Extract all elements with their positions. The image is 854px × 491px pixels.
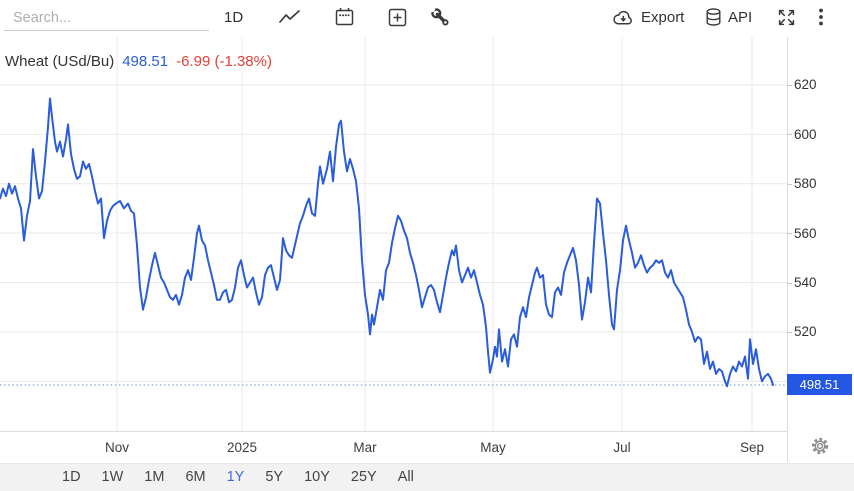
timeframe-1m[interactable]: 1M <box>144 469 165 486</box>
y-axis-tick <box>787 331 792 333</box>
calendar-button[interactable] <box>334 3 355 31</box>
api-label: API <box>728 8 753 26</box>
y-axis-tick <box>787 183 792 185</box>
x-axis-label: Nov <box>104 440 130 455</box>
timeframe-1d[interactable]: 1D <box>62 469 81 486</box>
toolbar: 1D <box>0 0 854 36</box>
y-axis-tick <box>787 84 792 86</box>
database-icon <box>705 7 722 27</box>
export-label: Export <box>641 8 685 26</box>
x-axis-label: 2025 <box>226 440 258 455</box>
gear-icon <box>809 435 831 460</box>
y-axis-tick <box>787 282 792 284</box>
price-change: -6.99 (-1.38%) <box>176 53 272 70</box>
chart-settings-button[interactable] <box>806 434 834 460</box>
fullscreen-button[interactable] <box>776 3 797 31</box>
timeframe-all[interactable]: All <box>397 469 414 486</box>
y-axis-tick <box>787 233 792 235</box>
kebab-dots-icon <box>818 7 824 27</box>
cloud-download-icon <box>612 9 635 26</box>
tools-button[interactable] <box>430 3 450 31</box>
y-axis-label: 600 <box>794 126 817 142</box>
timeframe-1w[interactable]: 1W <box>101 469 124 486</box>
current-price-badge: 498.51 <box>787 374 852 396</box>
timeframe-6m[interactable]: 6M <box>185 469 206 486</box>
add-indicator-button[interactable] <box>387 3 408 31</box>
last-price: 498.51 <box>122 53 169 70</box>
chart-type-button[interactable] <box>279 3 301 31</box>
x-axis-label: Jul <box>613 440 631 455</box>
price-chart[interactable] <box>0 37 787 431</box>
plus-square-icon <box>387 7 408 28</box>
y-axis-label: 520 <box>794 324 817 340</box>
expand-arrows-icon <box>776 7 797 28</box>
x-axis-line <box>0 431 787 432</box>
interval-selector[interactable]: 1D <box>224 3 243 31</box>
interval-label: 1D <box>224 8 244 26</box>
timeframe-25y[interactable]: 25Y <box>350 469 377 486</box>
badge-value: 498.51 <box>799 377 840 393</box>
price-line-series <box>0 97 774 388</box>
search-input[interactable] <box>4 5 209 31</box>
timeframe-5y[interactable]: 5Y <box>265 469 284 486</box>
x-axis-label: May <box>480 440 506 455</box>
y-axis-tick <box>787 134 792 136</box>
more-menu-button[interactable] <box>818 3 824 31</box>
line-chart-icon <box>279 8 301 26</box>
search-box <box>4 5 209 31</box>
plot-svg <box>0 37 787 431</box>
calendar-icon <box>334 7 355 27</box>
y-axis-label: 580 <box>794 176 817 192</box>
timeframe-1y[interactable]: 1Y <box>226 469 245 486</box>
timeframe-bar: 1D 1W 1M 6M 1Y 5Y 10Y 25Y All <box>0 463 854 491</box>
y-axis-label: 620 <box>794 77 817 93</box>
x-axis-label: Mar <box>353 440 377 455</box>
symbol-title: Wheat (USd/Bu) <box>5 53 115 70</box>
y-axis-label: 540 <box>794 275 817 291</box>
export-button[interactable]: Export <box>612 3 684 31</box>
y-axis-border <box>787 37 788 462</box>
wrench-icon <box>430 7 450 27</box>
y-axis-label: 560 <box>794 225 817 241</box>
timeframe-10y[interactable]: 10Y <box>304 469 330 486</box>
chart-header: Wheat (USd/Bu) 498.51 -6.99 (-1.38%) <box>5 53 272 70</box>
api-button[interactable]: API <box>705 3 752 31</box>
x-axis-label: Sep <box>739 440 765 455</box>
